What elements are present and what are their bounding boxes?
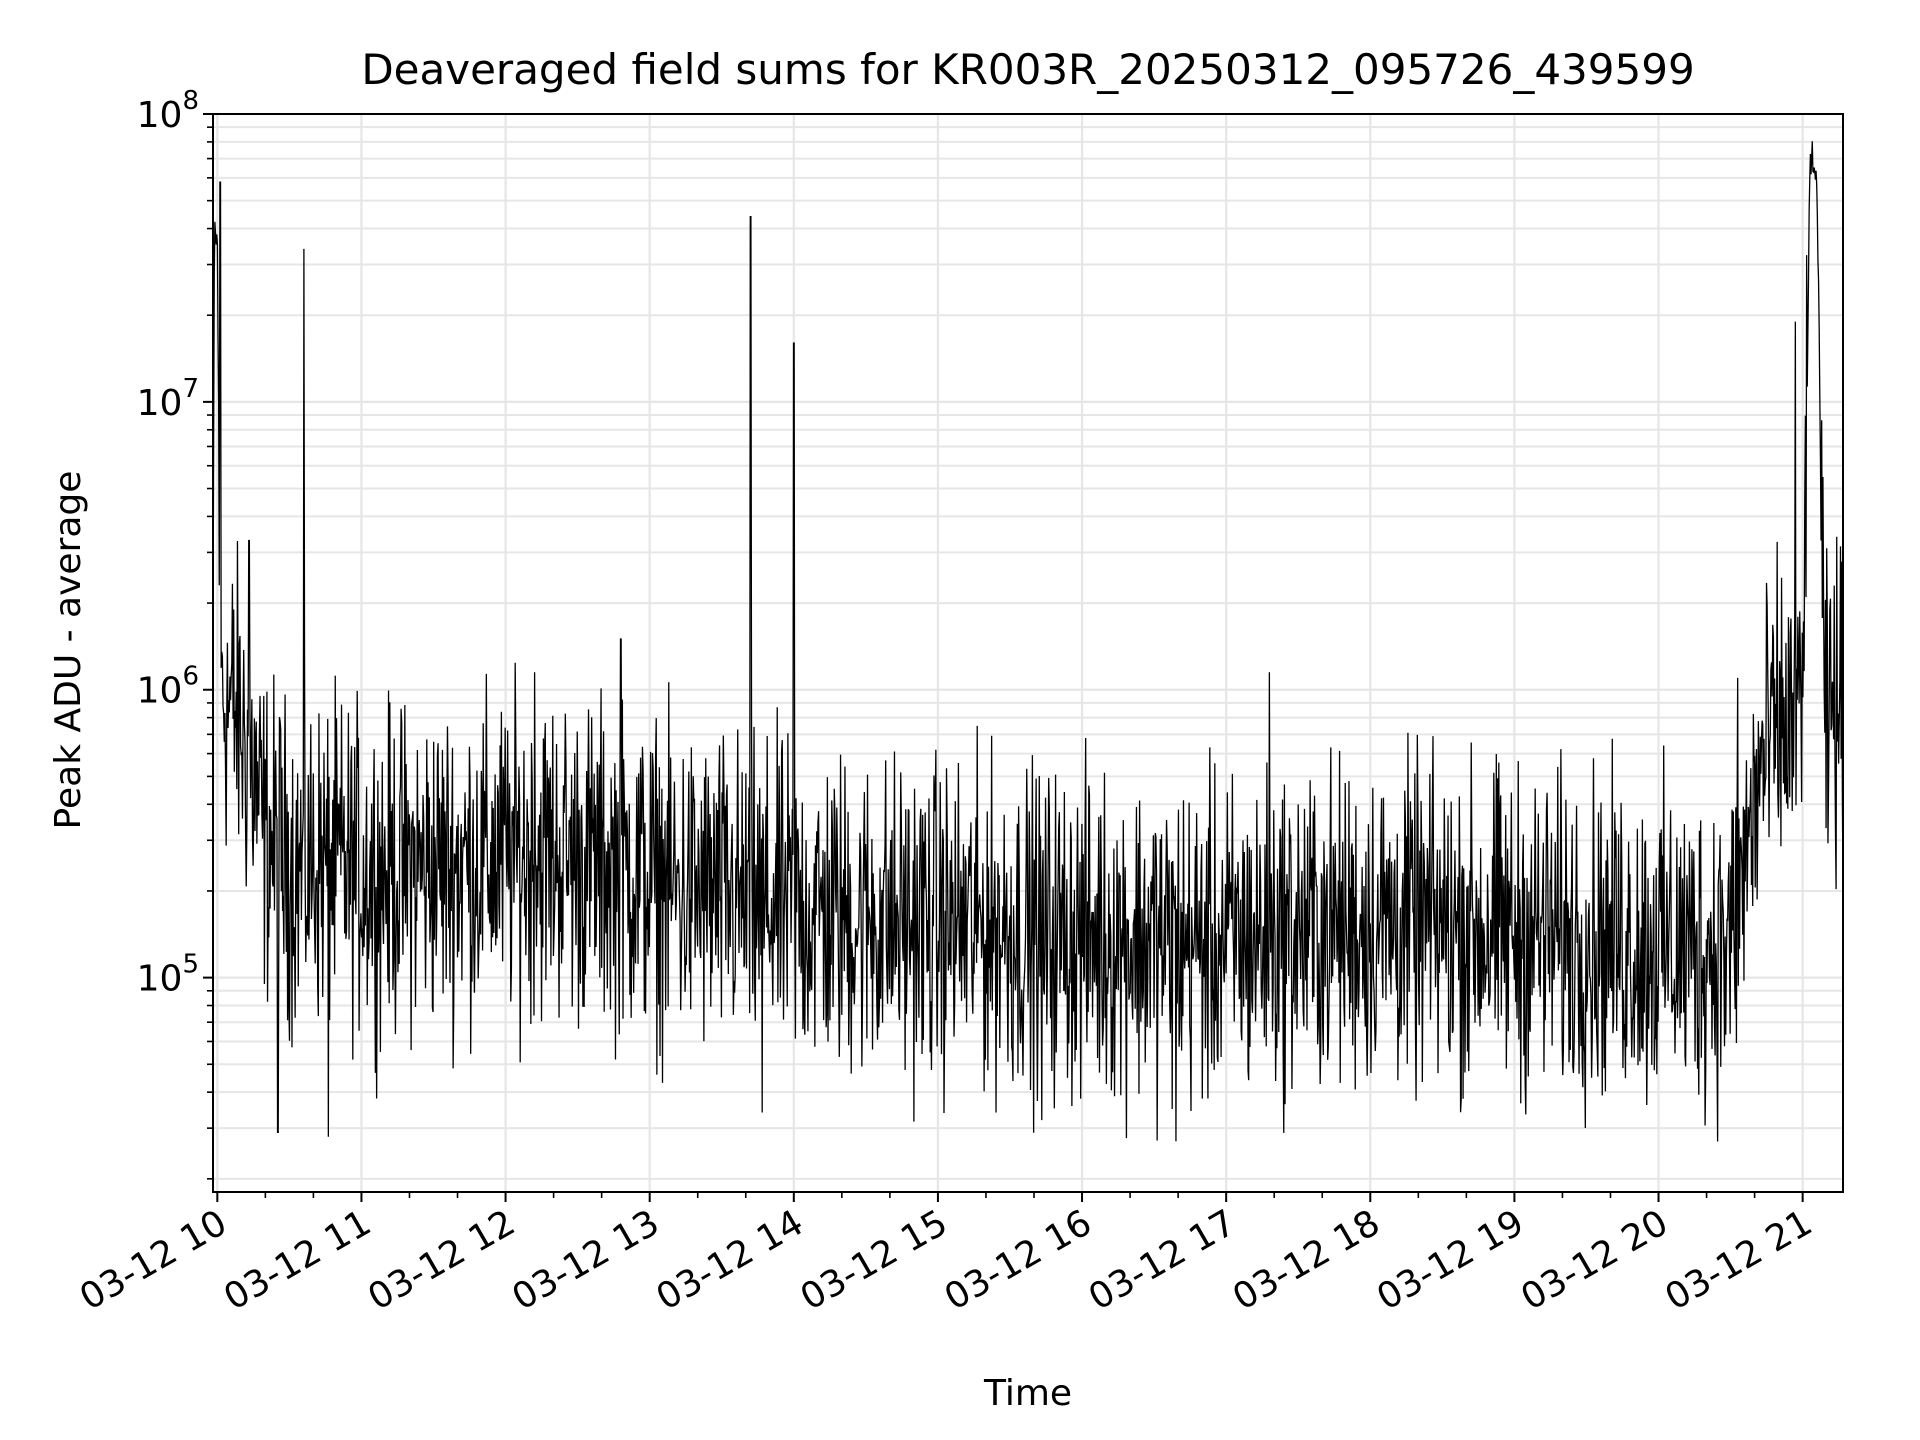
x-axis-label: Time — [983, 1373, 1072, 1414]
chart-title: Deaveraged field sums for KR003R_2025031… — [361, 45, 1694, 94]
plot-frame — [212, 113, 1844, 1193]
y-tick-label: 105 — [137, 950, 199, 1000]
series-line — [212, 141, 1844, 1142]
series-layer — [212, 141, 1844, 1142]
y-axis-label: Peak ADU - average — [48, 471, 89, 830]
